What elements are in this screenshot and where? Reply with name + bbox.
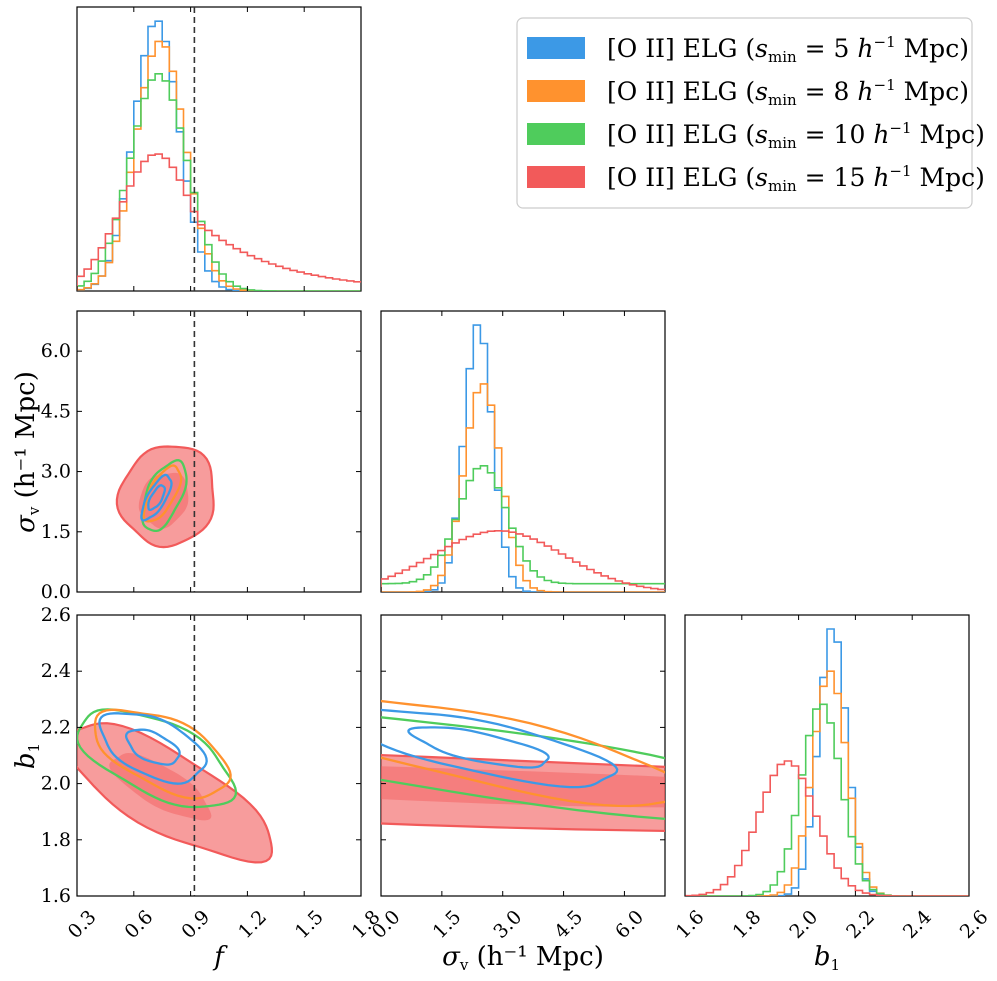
ytick-label-b1-2.0: 2.0 (41, 773, 71, 795)
histogram-b1-series2 (685, 703, 969, 896)
legend-swatch-2 (527, 123, 585, 145)
xtick-label-b1-1.6: 1.6 (672, 906, 709, 943)
histogram-b1-series1 (685, 670, 969, 896)
xtick-label-f-1.2: 1.2 (234, 906, 271, 943)
ytick-label-b1-2.6: 2.6 (41, 604, 71, 626)
histogram-f-series3 (77, 153, 361, 291)
contour-sv-b1-series0-0.95 (381, 708, 619, 789)
ytick-label-sv-3.0: 3.0 (41, 461, 71, 483)
ytick-label-sv-6.0: 6.0 (41, 340, 71, 362)
x-axis-title-f: f (212, 942, 228, 972)
x-axis-title-sigma-v: σv (h⁻¹ Mpc) (442, 942, 604, 974)
panel-f-hist (76, 6, 362, 292)
xtick-label-f-0.9: 0.9 (177, 906, 214, 943)
ytick-label-b1-2.2: 2.2 (41, 716, 71, 738)
xtick-label-sv-1.5: 1.5 (429, 906, 466, 943)
panel-f-sv (76, 310, 362, 593)
panel-b1-hist (684, 614, 970, 897)
legend-label-2: [O II] ELG (smin = 10 h−1 Mpc) (607, 119, 985, 152)
legend: [O II] ELG (smin = 5 h−1 Mpc) [O II] ELG… (516, 17, 985, 209)
ytick-label-sv-1.5: 1.5 (41, 521, 71, 543)
histogram-b1-series3 (685, 760, 969, 896)
legend-swatch-3 (527, 166, 585, 188)
xtick-label-sv-6.0: 6.0 (611, 906, 648, 943)
histogram-f-series1 (77, 40, 361, 291)
contour-f-b1-series0-0.68 (124, 728, 181, 766)
xtick-label-f-0.3: 0.3 (64, 906, 101, 943)
contour-f-sv-series3-0.95 (115, 445, 215, 549)
xtick-label-f-0.6: 0.6 (121, 906, 158, 943)
contour-sv-b1-series1-0.95 (381, 699, 665, 808)
ytick-label-sv-0.0: 0.0 (41, 581, 71, 603)
xtick-label-b1-1.8: 1.8 (729, 906, 766, 943)
xtick-label-sv-3.0: 3.0 (489, 906, 526, 943)
histogram-b1-series0 (685, 628, 969, 896)
ytick-label-b1-2.4: 2.4 (41, 660, 71, 682)
xtick-label-f-1.5: 1.5 (291, 906, 328, 943)
histogram-f-series0 (77, 20, 361, 291)
legend-box (516, 17, 973, 209)
xtick-label-b1-2.4: 2.4 (899, 906, 936, 943)
contour-sv-b1-series0-0.68 (407, 726, 550, 769)
xtick-label-b1-2.2: 2.2 (842, 906, 879, 943)
legend-swatch-0 (527, 37, 585, 59)
legend-label-1: [O II] ELG (smin = 8 h−1 Mpc) (607, 76, 969, 109)
xtick-label-b1-2.0: 2.0 (785, 906, 822, 943)
contour-f-sv-series1-0.95 (142, 464, 183, 523)
histogram-sv-series3 (381, 530, 665, 592)
contour-f-sv-series0-0.95 (140, 473, 173, 522)
legend-label-0: [O II] ELG (smin = 5 h−1 Mpc) (607, 33, 969, 66)
contour-f-b1-series0-0.95 (98, 712, 208, 785)
ytick-label-b1-1.8: 1.8 (41, 829, 71, 851)
xtick-label-b1-2.6: 2.6 (956, 906, 993, 943)
contour-sv-b1-series3-0.68 (381, 766, 665, 808)
ytick-label-sv-4.5: 4.5 (41, 400, 71, 422)
x-axis-title-b1: b1 (814, 942, 840, 974)
ytick-label-b1-1.6: 1.6 (41, 885, 71, 907)
xtick-label-sv-4.5: 4.5 (550, 906, 587, 943)
contour-f-sv-series2-0.95 (141, 459, 188, 533)
contour-f-b1-series1-0.95 (93, 708, 232, 800)
legend-label-3: [O II] ELG (smin = 15 h−1 Mpc) (607, 162, 985, 195)
legend-swatch-1 (527, 80, 585, 102)
histogram-f-series2 (77, 73, 361, 291)
y-axis-title-sigma-v: σv (h⁻¹ Mpc) (11, 371, 43, 533)
contour-f-b1-series2-0.95 (77, 708, 238, 809)
y-axis-title-b1: b1 (11, 743, 43, 769)
contour-f-sv-series0-0.68 (147, 484, 167, 512)
histogram-sv-series2 (381, 465, 665, 592)
